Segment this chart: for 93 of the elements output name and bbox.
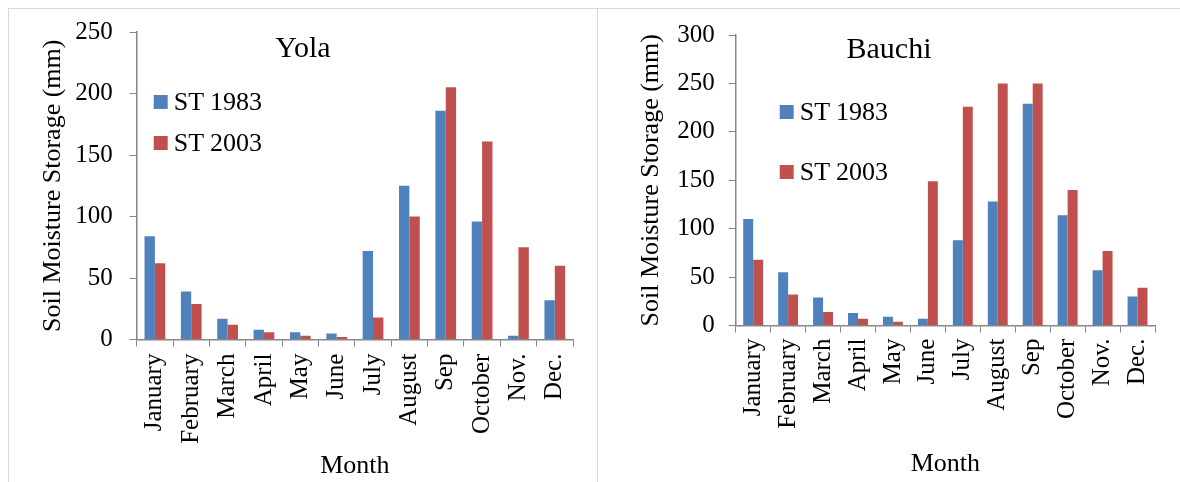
bar bbox=[823, 311, 834, 326]
bar bbox=[554, 265, 566, 340]
bar bbox=[362, 250, 374, 340]
bar bbox=[788, 294, 799, 326]
x-tick-label: August bbox=[393, 353, 421, 426]
x-tick-label: April bbox=[842, 338, 870, 392]
y-tick-label: 250 bbox=[75, 16, 113, 44]
bar bbox=[1022, 103, 1033, 326]
y-axis-title: Soil Moisture Storage (mm) bbox=[635, 34, 665, 327]
bar bbox=[997, 83, 1008, 326]
x-tick-label: March bbox=[212, 353, 240, 419]
x-tick-label: February bbox=[772, 338, 800, 429]
y-tick-label: 0 bbox=[702, 310, 715, 338]
legend-label: ST 2003 bbox=[799, 156, 889, 186]
x-tick-label: Sep bbox=[430, 353, 458, 392]
x-tick-label: February bbox=[175, 353, 203, 444]
chart-title: Yola bbox=[275, 30, 331, 63]
bar bbox=[882, 316, 893, 326]
y-tick-label: 150 bbox=[75, 139, 113, 167]
bar bbox=[1102, 250, 1113, 326]
x-tick-label: October bbox=[1052, 337, 1080, 420]
bar bbox=[180, 291, 192, 340]
x-tick-label: March bbox=[807, 338, 835, 404]
y-tick-label: 200 bbox=[75, 78, 113, 106]
x-tick-label: May bbox=[284, 353, 312, 400]
y-tick-label: 150 bbox=[677, 164, 715, 192]
legend-label: ST 1983 bbox=[173, 86, 263, 116]
bar bbox=[743, 219, 754, 326]
x-tick-label: May bbox=[877, 338, 905, 385]
x-tick-label: Dec. bbox=[539, 353, 567, 401]
bar bbox=[962, 106, 973, 326]
y-tick-label: 0 bbox=[100, 324, 113, 352]
bar bbox=[144, 236, 155, 340]
bar bbox=[227, 324, 238, 340]
y-tick-label: 50 bbox=[87, 262, 113, 290]
x-tick-label: October bbox=[466, 352, 494, 435]
x-tick-label: June bbox=[321, 353, 349, 400]
chart-title: Bauchi bbox=[846, 31, 932, 64]
x-tick-label: June bbox=[912, 338, 940, 385]
legend-label: ST 2003 bbox=[173, 127, 263, 157]
x-tick-label: July bbox=[357, 353, 385, 396]
bar bbox=[518, 247, 529, 340]
bar bbox=[253, 329, 264, 340]
bar bbox=[848, 312, 858, 326]
bar bbox=[753, 259, 764, 326]
bar bbox=[1127, 296, 1138, 326]
bar bbox=[1137, 287, 1148, 326]
bar bbox=[482, 141, 493, 340]
bar bbox=[471, 221, 483, 340]
bar bbox=[778, 272, 789, 326]
bar bbox=[399, 185, 410, 340]
bar bbox=[217, 318, 228, 340]
bar bbox=[289, 332, 301, 340]
y-axis-title: Soil Moisture Storage (mm) bbox=[37, 39, 67, 333]
x-tick-label: January bbox=[737, 338, 765, 417]
bar bbox=[326, 333, 337, 340]
x-tick-label: Nov. bbox=[503, 353, 531, 402]
bar bbox=[544, 300, 555, 340]
bar bbox=[409, 216, 420, 340]
bar bbox=[154, 263, 166, 340]
x-axis-title: Month bbox=[910, 448, 981, 478]
x-tick-label: July bbox=[947, 338, 975, 381]
y-tick-label: 300 bbox=[677, 19, 715, 47]
x-tick-label: April bbox=[248, 353, 276, 407]
x-tick-label: August bbox=[982, 338, 1010, 411]
x-tick-label: Sep bbox=[1017, 338, 1045, 377]
bar bbox=[508, 335, 519, 340]
bar bbox=[263, 332, 275, 340]
bar bbox=[1092, 270, 1103, 326]
bar bbox=[373, 317, 384, 340]
y-tick-label: 250 bbox=[677, 67, 715, 95]
x-tick-label: Nov. bbox=[1087, 338, 1115, 387]
y-tick-label: 200 bbox=[677, 116, 715, 144]
x-tick-label: January bbox=[139, 353, 167, 432]
bar bbox=[1057, 215, 1068, 326]
bar bbox=[445, 87, 457, 340]
legend-label: ST 1983 bbox=[799, 96, 889, 126]
bar bbox=[1032, 83, 1043, 326]
y-tick-label: 50 bbox=[689, 261, 715, 289]
y-tick-label: 100 bbox=[677, 213, 715, 241]
x-tick-label: Dec. bbox=[1122, 338, 1150, 386]
bar bbox=[917, 318, 928, 326]
bar bbox=[300, 335, 311, 340]
bar bbox=[927, 181, 938, 326]
bar bbox=[952, 240, 963, 326]
bar bbox=[191, 303, 202, 340]
bar bbox=[858, 318, 868, 326]
bar bbox=[435, 110, 446, 340]
y-tick-label: 100 bbox=[75, 201, 113, 229]
bar bbox=[813, 297, 824, 326]
x-axis-title: Month bbox=[320, 450, 390, 480]
bar bbox=[987, 201, 998, 326]
bar bbox=[1067, 189, 1078, 326]
